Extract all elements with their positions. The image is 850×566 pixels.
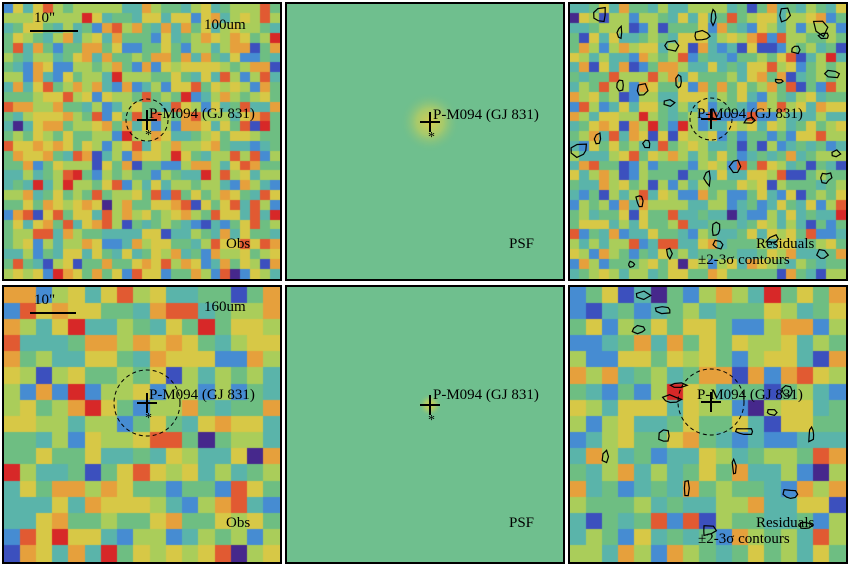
star-marker: * (145, 128, 152, 143)
panel-160um-residuals: P-M094 (GJ 831) Residuals ±2-3σ contours (568, 285, 848, 564)
overlay-100um-psf: * (420, 112, 440, 145)
panel-100um-obs: * 10" 100um P-M094 (GJ 831) Obs (2, 2, 282, 281)
source-label: P-M094 (GJ 831) (149, 106, 255, 122)
residual-image-160um (570, 287, 846, 562)
residual-contour (766, 408, 778, 416)
aperture-circle (677, 368, 745, 436)
overlay-160um-obs: * (113, 369, 181, 437)
residual-contour (791, 45, 801, 55)
residual-contour (711, 221, 721, 236)
overlay-160um-residuals (601, 290, 815, 537)
residual-contour (616, 79, 624, 92)
source-cross-marker (420, 112, 440, 132)
residual-contour (812, 20, 829, 38)
panel-160um-psf: * P-M094 (GJ 831) PSF (285, 285, 565, 564)
residual-contour (683, 479, 690, 497)
residual-contour (631, 324, 646, 335)
residual-contour (799, 521, 814, 530)
residual-contour (658, 429, 670, 442)
psf-image-100um (287, 4, 563, 279)
residual-contour (654, 306, 671, 315)
residual-contour (703, 525, 718, 537)
source-label: P-M094 (GJ 831) (433, 107, 539, 123)
aperture-circle (113, 369, 181, 437)
residual-contour (663, 99, 676, 107)
residual-contour (779, 7, 792, 23)
residual-contour (669, 382, 689, 389)
residual-contour (635, 195, 644, 208)
panel-label-obs: Obs (226, 236, 251, 252)
residual-contour (694, 29, 711, 41)
source-label: P-M094 (GJ 831) (697, 106, 803, 122)
residual-contour (815, 248, 830, 259)
source-cross-marker (137, 110, 157, 130)
source-cross-marker (701, 109, 721, 129)
residual-contour (616, 24, 623, 40)
residual-contour (731, 457, 737, 475)
residual-contour (665, 247, 673, 261)
residual-contour (774, 78, 785, 84)
band-label-100um: 100um (204, 17, 246, 33)
residual-contour (570, 143, 588, 159)
source-label: P-M094 (GJ 831) (697, 387, 803, 403)
source-cross-marker (420, 395, 440, 415)
residual-contour (675, 73, 682, 89)
residual-contour (712, 239, 724, 250)
star-marker: * (145, 411, 152, 426)
residual-contour (823, 69, 841, 79)
panel-label-obs: Obs (226, 515, 251, 531)
residual-contour (636, 83, 649, 96)
residual-contour (764, 234, 780, 243)
star-marker: * (428, 413, 435, 428)
residual-contour (635, 290, 652, 301)
panel-160um-obs: * 10" 160um P-M094 (GJ 831) Obs (2, 285, 282, 564)
scale-bar (30, 312, 76, 314)
source-cross-marker (137, 393, 157, 413)
overlay-100um-obs: * (125, 98, 169, 143)
source-cross-marker (701, 392, 721, 412)
source-label: P-M094 (GJ 831) (149, 387, 255, 403)
residual-contour (661, 394, 683, 404)
aperture-circle (689, 97, 733, 141)
residual-contour (782, 489, 799, 500)
residual-contour (734, 427, 754, 435)
panel-100um-residuals: P-M094 (GJ 831) Residuals ±2-3σ contours (568, 2, 848, 281)
star-marker: * (428, 130, 435, 145)
residual-contour (781, 385, 793, 397)
residual-contour (817, 32, 829, 40)
residual-contour (601, 449, 610, 464)
residual-contour (628, 260, 636, 268)
overlay-100um-residuals (570, 6, 842, 268)
residual-contour (808, 425, 815, 443)
residual-contour (743, 116, 756, 124)
panel-sublabel-contours: ±2-3σ contours (698, 531, 790, 547)
scale-bar-label: 10" (34, 292, 56, 308)
psf-image-160um (287, 287, 563, 562)
band-label-160um: 160um (204, 299, 246, 315)
residual-contour (703, 170, 711, 188)
panel-label-residuals: Residuals (756, 515, 815, 531)
obs-image-160um (4, 287, 280, 562)
panel-100um-psf: * P-M094 (GJ 831) PSF (285, 2, 565, 281)
residual-contour (831, 149, 842, 158)
residual-contour (593, 132, 602, 145)
panel-sublabel-contours: ±2-3σ contours (698, 252, 790, 268)
panel-label-psf: PSF (509, 236, 535, 252)
residual-contour (593, 6, 606, 23)
panel-label-residuals: Residuals (756, 236, 815, 252)
panel-label-psf: PSF (509, 515, 535, 531)
obs-image-100um (4, 4, 280, 279)
scale-bar (30, 30, 78, 32)
scale-bar-label: 10" (34, 10, 56, 26)
residual-contour (728, 159, 742, 174)
residual-contour (664, 40, 680, 52)
overlay-160um-psf: * (420, 395, 440, 428)
residual-contour (641, 139, 651, 149)
aperture-circle (125, 98, 169, 142)
residual-contour (820, 172, 833, 185)
residual-contour (710, 8, 717, 27)
source-label: P-M094 (GJ 831) (433, 387, 539, 403)
